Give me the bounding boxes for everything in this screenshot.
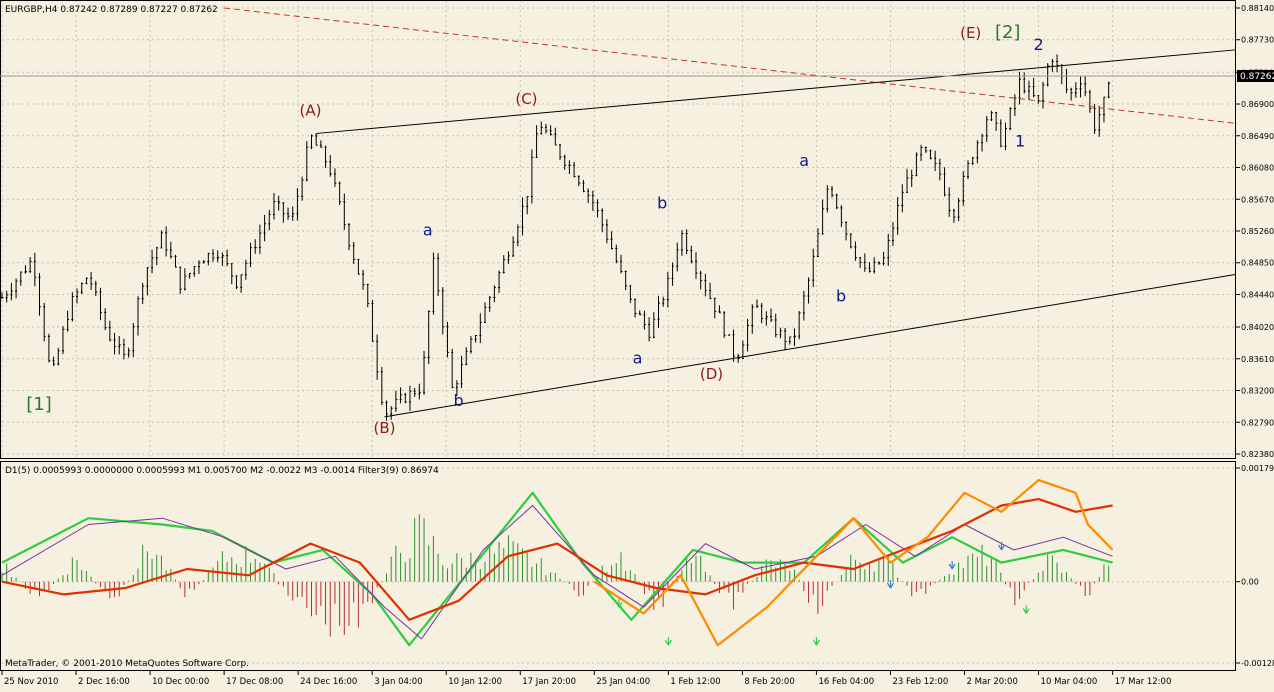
time-tick-label: 25 Nov 2010 [4,677,58,687]
wave-label: [1] [26,394,52,415]
price-pane-border [0,0,1236,459]
wave-label: a [423,221,433,240]
price-tick-label: 0.84440 [1241,290,1274,299]
indicator-arrows [615,541,1030,646]
wave-label: (D) [700,365,723,383]
time-tick-label: 16 Feb 04:00 [818,677,874,687]
price-tick-label: 0.86080 [1241,164,1274,173]
indicator-lines [1,479,1114,647]
time-tick-label: 17 Jan 20:00 [522,677,576,687]
indicator-pane-border [0,461,1236,671]
price-tick-label: 0.84850 [1241,259,1274,268]
time-tick-label: 3 Jan 04:00 [374,677,422,687]
indicator-arrow [812,637,820,646]
trendlines[interactable] [224,7,1237,418]
indicator-line-red [1,498,1113,621]
price-tick-label: 0.83200 [1241,387,1274,396]
indicator-arrow [664,637,672,646]
price-tick-label: 0.84020 [1241,323,1274,332]
wave-label: (A) [300,102,322,120]
indicator-axis: 0.00179 0.00 -0.00128 [1236,464,1274,668]
time-tick-label: 2 Dec 16:00 [78,677,130,687]
trendline-upper-triangle[interactable] [316,49,1237,134]
time-tick-label: 24 Dec 16:00 [300,677,357,687]
price-tick-label: 0.88140 [1241,4,1274,13]
price-tick-label: 0.86490 [1241,132,1274,141]
wave-label: 2 [1033,35,1043,54]
indicator-line-orange [593,479,1114,647]
wave-label: b [836,286,846,305]
wave-label: (C) [515,90,537,108]
indicator-arrow [615,599,623,608]
indicator-arrow [998,541,1006,551]
time-tick-label: 2 Mar 20:00 [967,677,1018,687]
indicator-line-purple [1,505,1113,640]
symbol-header: EURGBP,H4 0.87242 0.87289 0.87227 0.8726… [5,5,218,15]
wave-label: a [799,151,809,170]
time-tick-label: 10 Mar 04:00 [1041,677,1098,687]
price-tick-label: 0.82380 [1241,450,1274,459]
wave-label: a [633,348,643,367]
indicator-tick-label: -0.00128 [1241,659,1274,668]
time-tick-label: 25 Jan 04:00 [596,677,650,687]
current-price-label: 0.87262 [1240,72,1274,82]
time-tick-label: 17 Dec 08:00 [226,677,283,687]
price-tick-label: 0.86900 [1241,100,1274,109]
indicator-grid [2,467,1236,664]
price-tick-label: 0.83610 [1241,355,1274,364]
wave-label: b [454,391,464,410]
time-tick-label: 17 Mar 12:00 [1115,677,1172,687]
copyright-text: MetaTrader, © 2001-2010 MetaQuotes Softw… [5,659,249,669]
indicator-header: D1(5) 0.0005993 0.0000000 0.0005993 M1 0… [5,466,439,476]
time-tick-label: 23 Feb 12:00 [892,677,948,687]
time-tick-label: 1 Feb 12:00 [670,677,720,687]
elliott-wave-labels: [1] (A) (B) a b (C) a b (D) a b (E) [2] 2 1 [26,22,1043,437]
price-tick-label: 0.82790 [1241,418,1274,427]
wave-label: b [657,194,667,213]
indicator-tick-label: 0.00179 [1241,464,1274,473]
price-tick-label: 0.87730 [1241,36,1274,45]
indicator-tick-label: 0.00 [1241,578,1259,587]
time-tick-label: 10 Dec 00:00 [152,677,209,687]
indicator-arrow [948,560,956,570]
price-tick-label: 0.85670 [1241,195,1274,204]
current-price-box [1237,69,1274,82]
trendline-lower-triangle[interactable] [384,273,1237,418]
wave-label: [2] [995,22,1021,43]
time-tick-label: 8 Feb 20:00 [744,677,794,687]
time-axis: 25 Nov 2010 2 Dec 16:00 10 Dec 00:00 17 Dec… [1,671,1172,687]
indicator-arrow [1022,605,1030,614]
indicator-arrow [886,580,894,589]
time-tick-label: 10 Jan 12:00 [448,677,502,687]
candlestick-series [1,54,1111,421]
wave-label: 1 [1015,132,1025,151]
price-tick-label: 0.85260 [1241,227,1274,236]
wave-label: (B) [374,419,396,437]
wave-label: (E) [960,24,981,42]
